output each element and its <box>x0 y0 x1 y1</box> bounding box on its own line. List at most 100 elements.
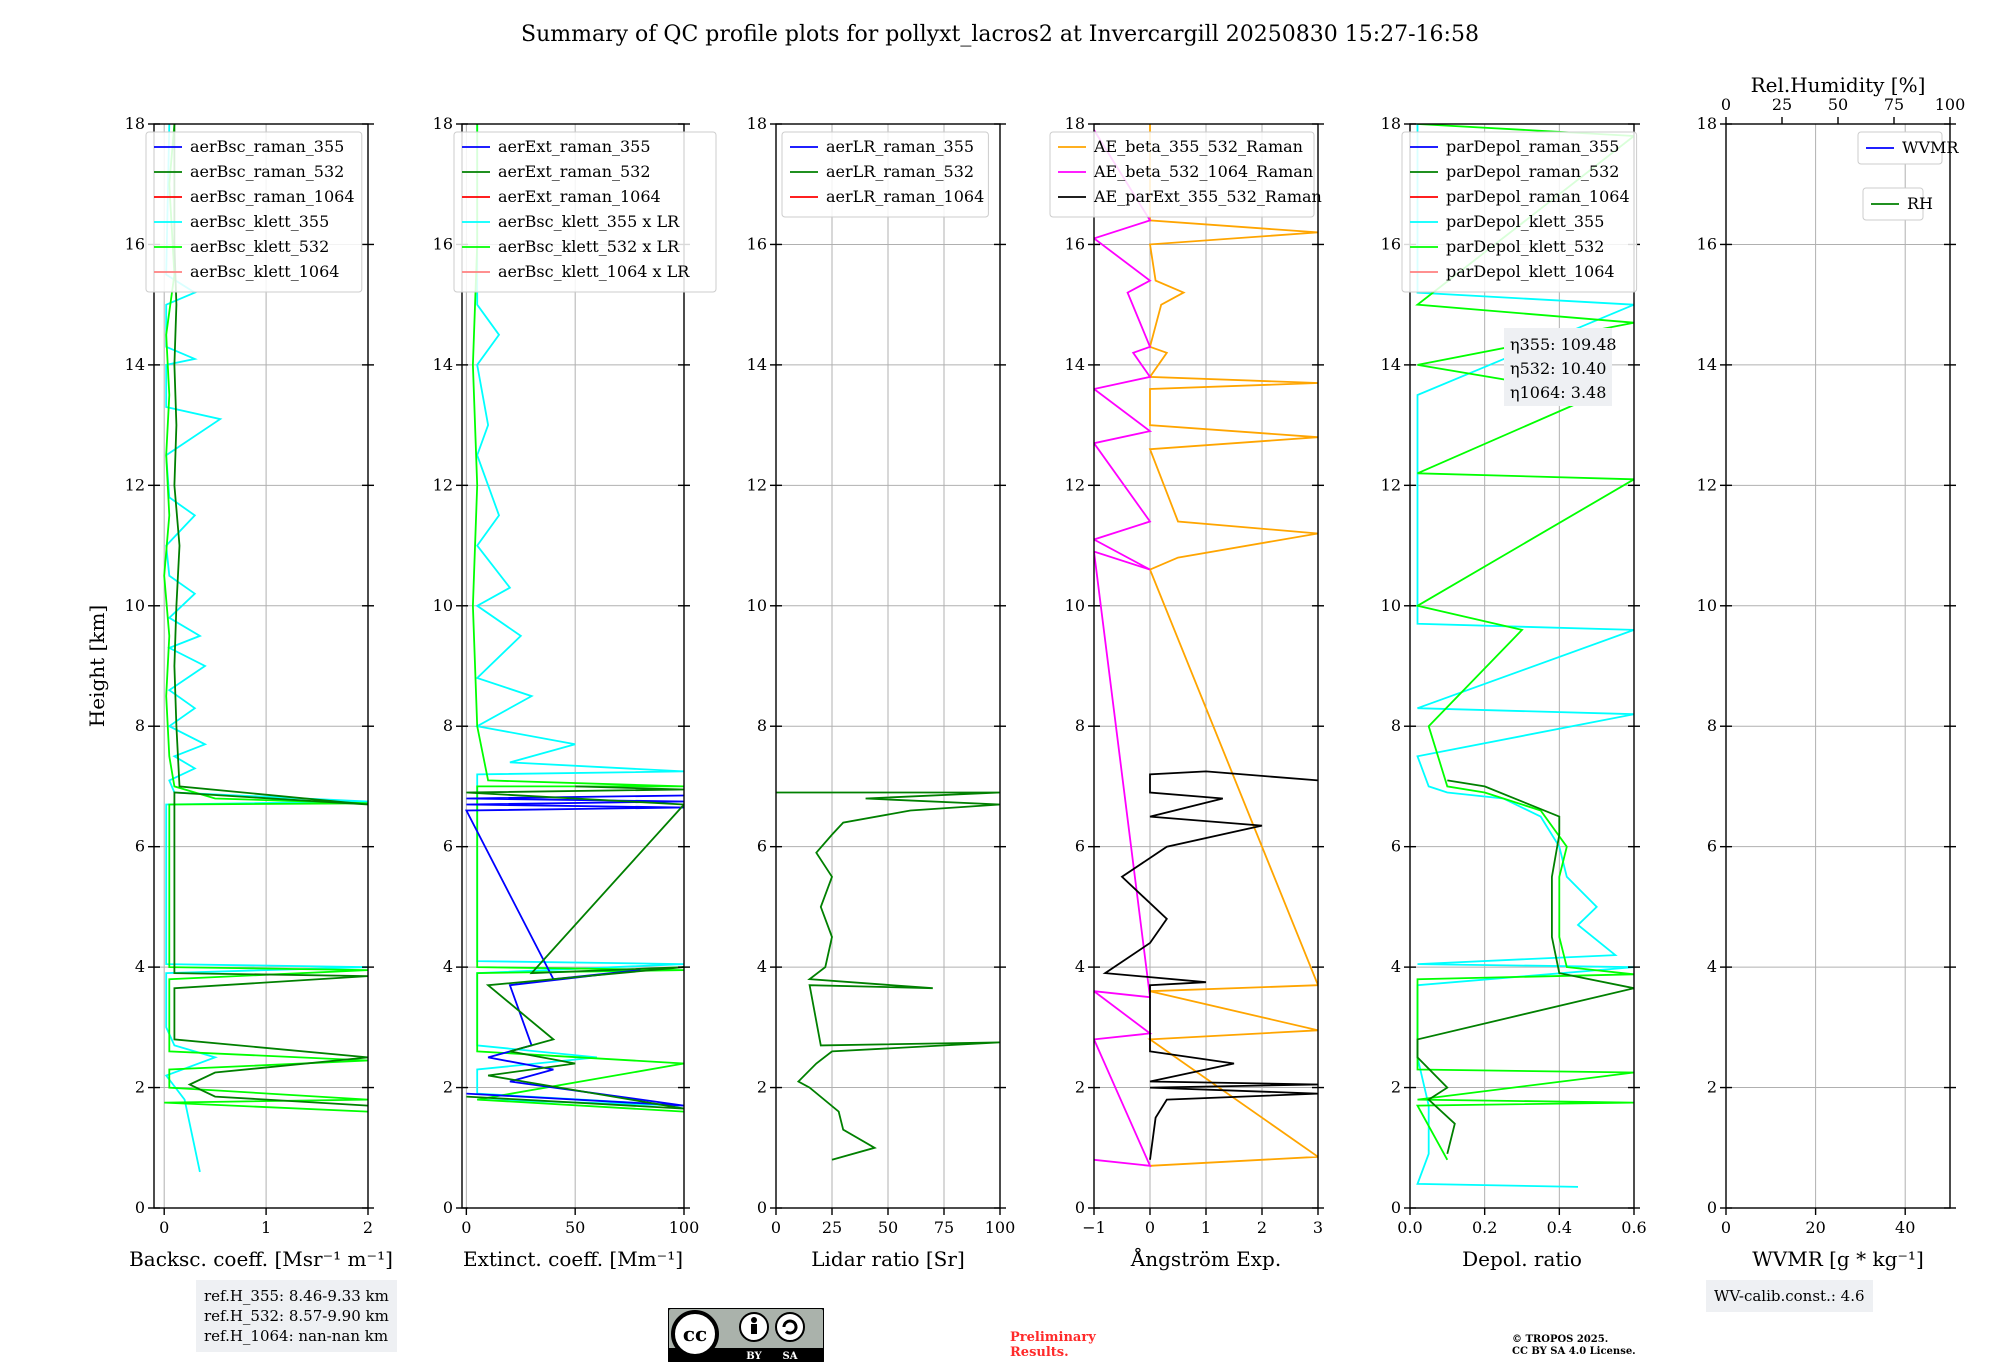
copyright-note: © TROPOS 2025. CC BY SA 4.0 License. <box>1512 1334 1636 1358</box>
legend-label: aerExt_raman_1064 <box>498 187 661 206</box>
xtick-label: −1 <box>1082 1218 1106 1237</box>
ytick-label: 2 <box>1707 1078 1717 1097</box>
legend-label: aerBsc_klett_355 <box>190 212 329 231</box>
xtick-label: 0 <box>1721 1218 1731 1237</box>
ytick-label: 0 <box>1391 1198 1401 1217</box>
ytick-label: 8 <box>1075 716 1085 735</box>
ytick-label: 10 <box>747 596 767 615</box>
ref-height-532: ref.H_532: 8.57-9.90 km <box>204 1307 389 1325</box>
series-aerBsc_raman_532 <box>173 124 368 1107</box>
legend-label: aerExt_raman_532 <box>498 162 651 181</box>
top-xtick-label: 0 <box>1721 95 1731 114</box>
top-xtick-label: 75 <box>1884 95 1904 114</box>
xlabel: Ångström Exp. <box>1130 1246 1281 1271</box>
ytick-label: 14 <box>125 355 145 374</box>
xtick-label: 25 <box>822 1218 842 1237</box>
xtick-label: 3 <box>1313 1218 1323 1237</box>
legend-label: AE_beta_355_532_Raman <box>1093 137 1303 156</box>
ytick-label: 2 <box>1075 1078 1085 1097</box>
xtick-label: 40 <box>1895 1218 1915 1237</box>
ytick-label: 0 <box>1707 1198 1717 1217</box>
cc-sa-text: SA <box>783 1351 798 1362</box>
ytick-label: 0 <box>443 1198 453 1217</box>
xtick-label: 75 <box>934 1218 954 1237</box>
preliminary-line-1: Preliminary <box>1010 1330 1096 1345</box>
ytick-label: 14 <box>1697 355 1717 374</box>
ref-heights-box: ref.H_355: 8.46-9.33 km ref.H_532: 8.57-… <box>196 1280 397 1352</box>
ytick-label: 18 <box>125 114 145 133</box>
xtick-label: 50 <box>565 1218 585 1237</box>
ytick-label: 6 <box>1707 837 1717 856</box>
legend-label: WVMR <box>1902 138 1959 157</box>
legend-label: aerBsc_klett_532 x LR <box>498 237 680 256</box>
xtick-label: 2 <box>1257 1218 1267 1237</box>
series-parDepol_raman_532 <box>1416 779 1634 1155</box>
ytick-label: 16 <box>1697 234 1717 253</box>
ytick-label: 12 <box>1065 475 1085 494</box>
legend-label: aerExt_raman_355 <box>498 137 651 156</box>
legend-box <box>145 131 363 293</box>
panel-lidar_ratio: 0 2 4 6 8 10 12 14 16 18 0 25 50 75 100 Lidar ratio [Sr… <box>747 114 1016 1271</box>
xtick-label: 0.0 <box>1397 1218 1422 1237</box>
top-xtick-label: 100 <box>1935 95 1966 114</box>
ytick-label: 12 <box>1381 475 1401 494</box>
series-aerExt_raman_355 <box>464 794 684 1107</box>
xtick-label: 0 <box>159 1218 169 1237</box>
ytick-label: 12 <box>433 475 453 494</box>
xtick-label: 2 <box>363 1218 373 1237</box>
top-xtick-label: 25 <box>1772 95 1792 114</box>
legend-box <box>1857 131 1943 165</box>
xtick-label: 100 <box>985 1218 1016 1237</box>
series-aerBsc_klett_532 <box>163 124 368 1113</box>
ytick-label: 0 <box>135 1198 145 1217</box>
ytick-label: 8 <box>135 716 145 735</box>
axes-frame <box>461 123 685 1209</box>
xtick-label: 0.4 <box>1547 1218 1572 1237</box>
ytick-label: 8 <box>757 716 767 735</box>
ytick-label: 8 <box>1391 716 1401 735</box>
series-parDepol_klett_532 <box>1415 124 1634 1161</box>
ytick-label: 10 <box>1065 596 1085 615</box>
eta-label: η355: 109.48 <box>1510 335 1617 354</box>
xlabel: Extinct. coeff. [Mm⁻¹] <box>463 1247 683 1271</box>
legend-label: aerBsc_klett_1064 <box>190 262 339 281</box>
preliminary-line-2: Results. <box>1010 1345 1069 1360</box>
ytick-label: 12 <box>1697 475 1717 494</box>
panel-depol: 0 2 4 6 8 10 12 14 16 18 0.0 0.2 0.4 0.6 Depol. ratio p… <box>1381 114 1647 1271</box>
legend-box <box>1049 131 1315 218</box>
legend-label: parDepol_klett_1064 <box>1446 262 1615 281</box>
ytick-label: 18 <box>1697 114 1717 133</box>
ytick-label: 18 <box>433 114 453 133</box>
legend-label: aerBsc_klett_532 <box>190 237 329 256</box>
cc-by-sa-logo: cc BY SA <box>668 1308 824 1362</box>
ytick-label: 6 <box>1391 837 1401 856</box>
series-aerExt_raman_532 <box>466 785 684 1110</box>
ytick-label: 16 <box>433 234 453 253</box>
xtick-label: 0.6 <box>1621 1218 1646 1237</box>
legend-label: aerLR_raman_532 <box>826 162 974 181</box>
xlabel: Depol. ratio <box>1462 1247 1582 1271</box>
ytick-label: 14 <box>1381 355 1401 374</box>
wv-calib-text: WV-calib.const.: 4.6 <box>1714 1287 1865 1305</box>
series-AE_beta_355_532_Raman <box>1147 124 1318 1167</box>
legend-label: aerLR_raman_355 <box>826 137 974 156</box>
top-xtick-label: 50 <box>1828 95 1848 114</box>
xtick-label: 0.2 <box>1472 1218 1497 1237</box>
ytick-label: 0 <box>1075 1198 1085 1217</box>
top-axis-label: Rel.Humidity [%] <box>1751 73 1926 97</box>
ytick-label: 10 <box>433 596 453 615</box>
legend-box <box>781 131 989 218</box>
ytick-label: 18 <box>1381 114 1401 133</box>
xlabel: Backsc. coeff. [Msr⁻¹ m⁻¹] <box>129 1247 393 1271</box>
ytick-label: 6 <box>443 837 453 856</box>
ytick-label: 18 <box>747 114 767 133</box>
ref-height-1064: ref.H_1064: nan-nan km <box>204 1327 389 1345</box>
copyright-line-1: © TROPOS 2025. <box>1512 1334 1609 1345</box>
legend-label: AE_parExt_355_532_Raman <box>1093 187 1322 206</box>
ytick-label: 2 <box>1391 1078 1401 1097</box>
series-aerBsc_klett_355 <box>164 124 368 1173</box>
ytick-label: 4 <box>1391 957 1401 976</box>
ytick-label: 4 <box>1075 957 1085 976</box>
legend-label: parDepol_klett_532 <box>1446 237 1604 256</box>
